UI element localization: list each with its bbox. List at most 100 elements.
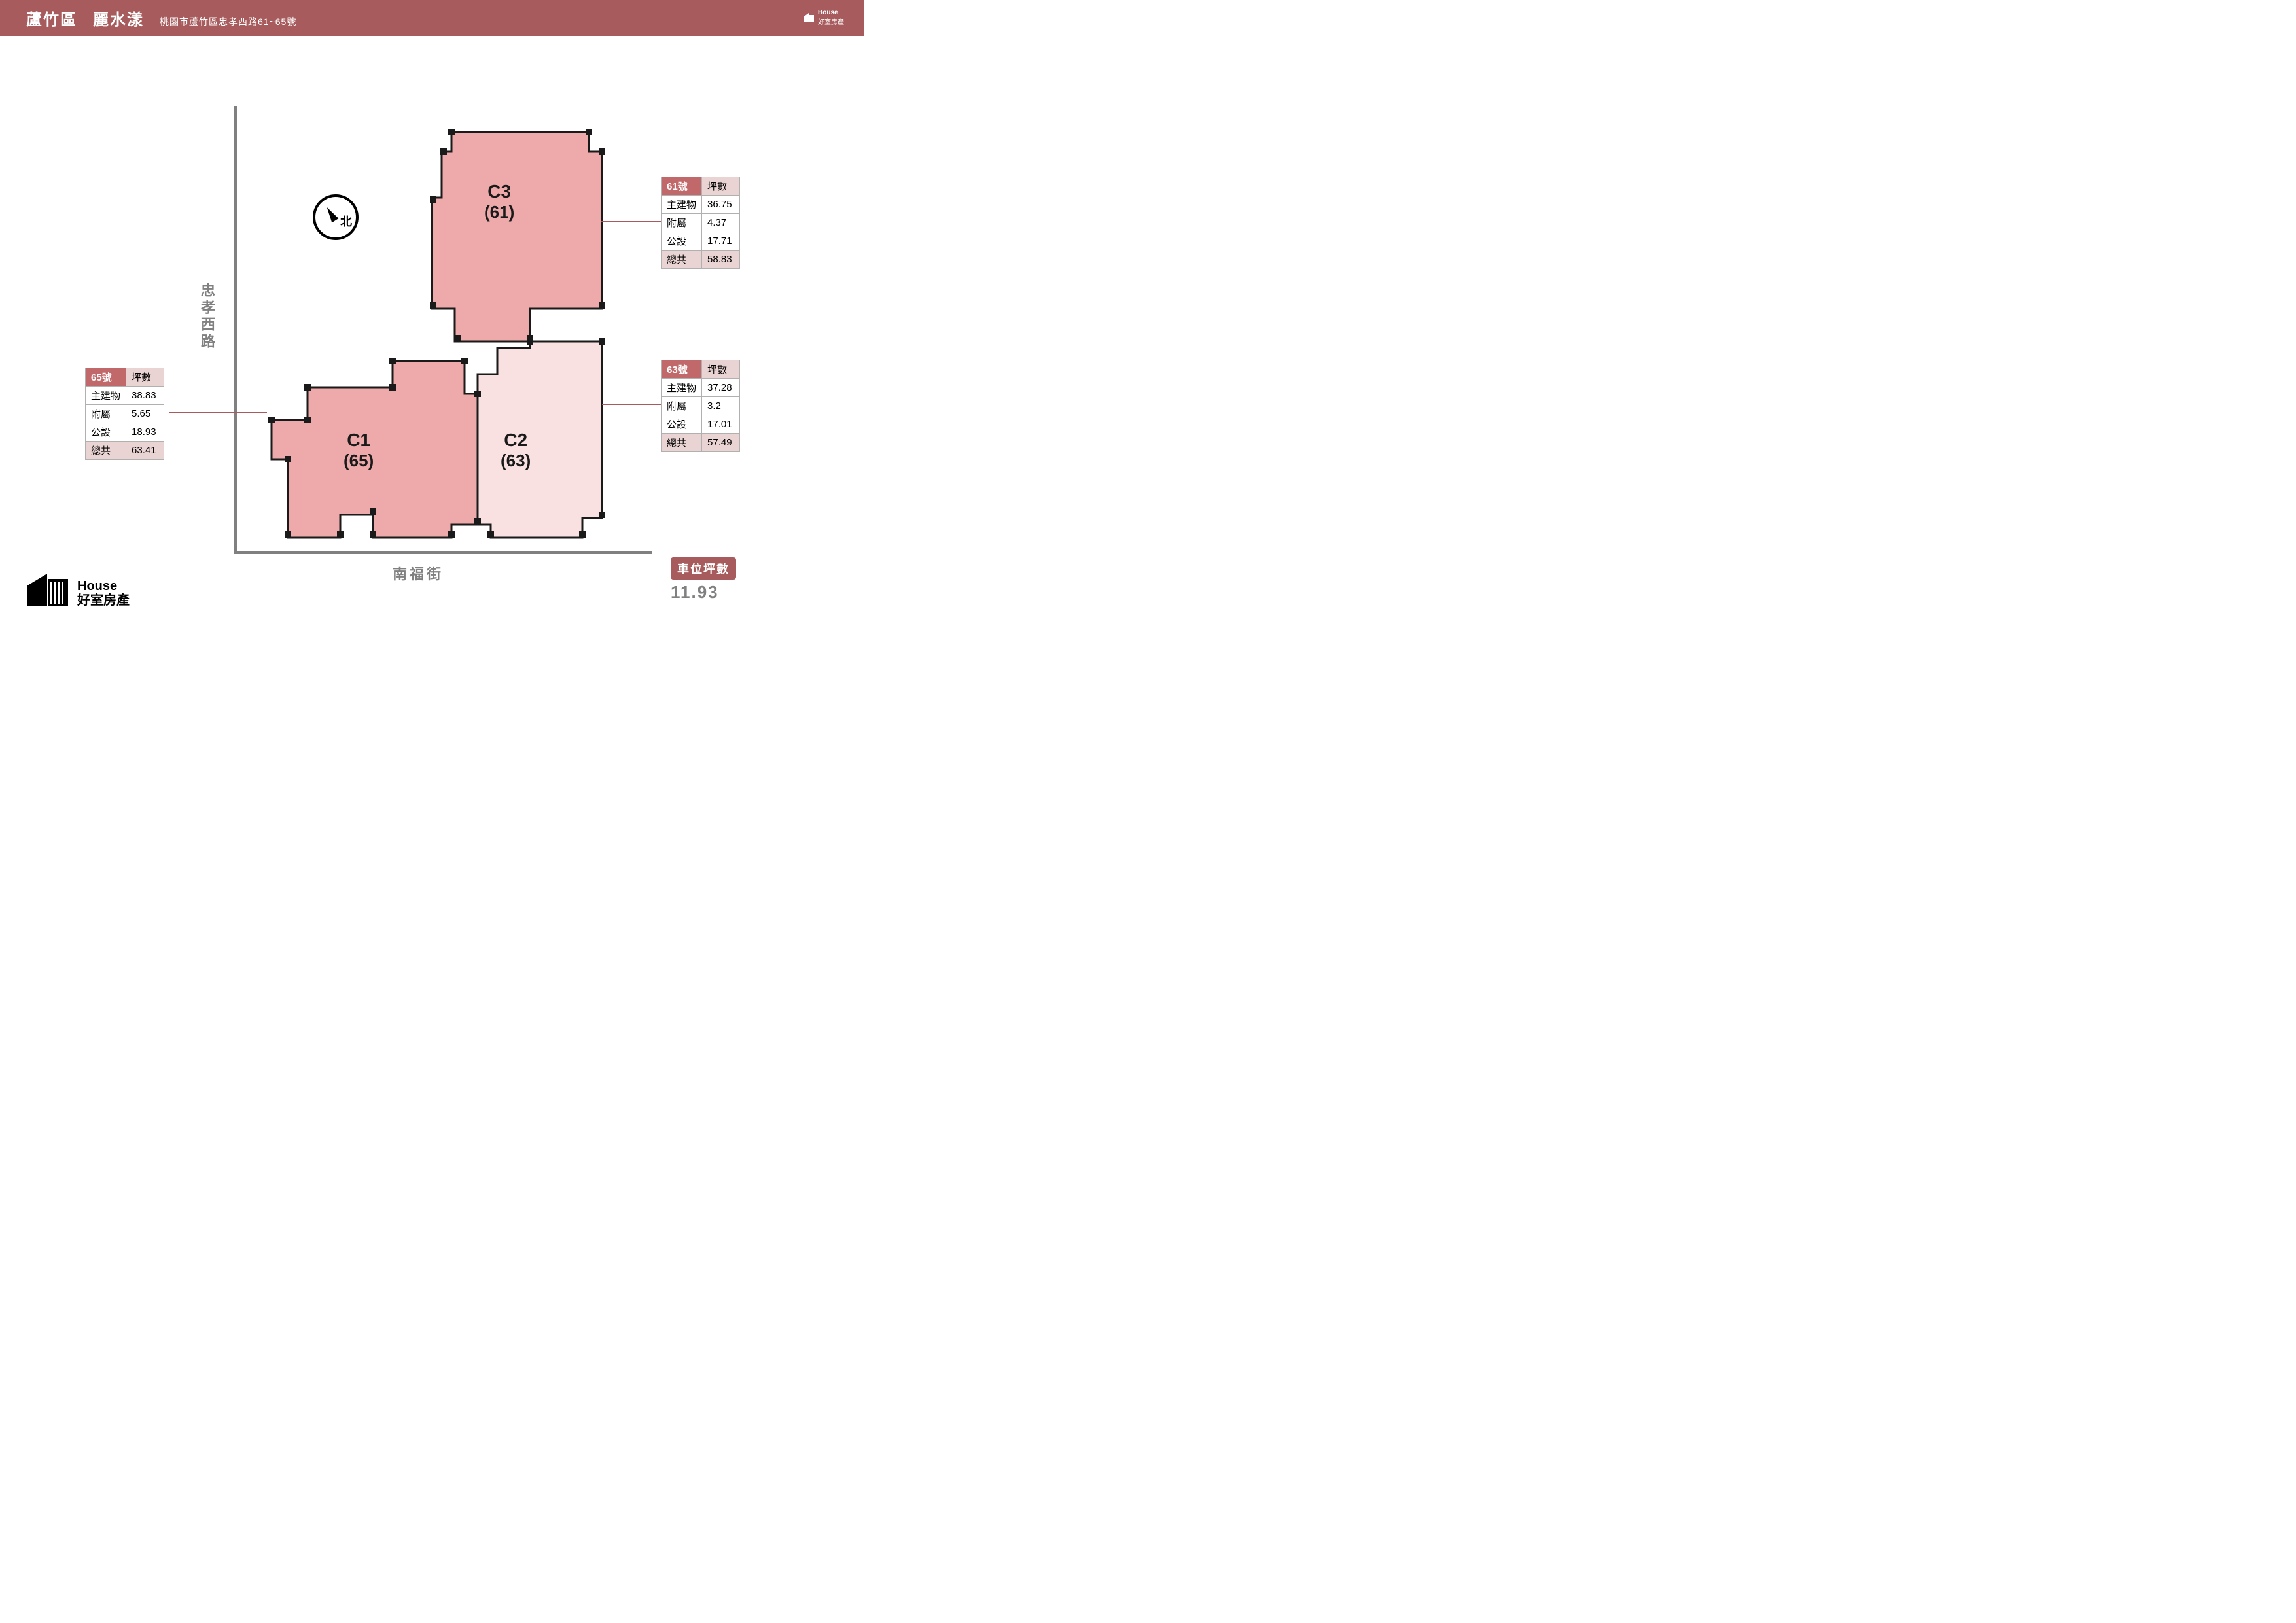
data-table-t65: 65號坪數主建物38.83附屬5.65公設18.93總共63.41 [85,368,164,460]
pillar-icon [586,129,592,135]
logo-large-en: House [77,579,130,593]
row-key: 主建物 [662,196,702,214]
row-val: 17.01 [702,415,740,434]
row-key: 公設 [86,423,126,442]
pillar-icon [389,358,396,364]
header-district: 蘆竹區 [26,7,77,29]
pillar-icon [599,148,605,155]
unit-number: (63) [501,451,531,471]
data-table-t63: 63號坪數主建物37.28附屬3.2公設17.01總共57.49 [661,360,740,452]
pillar-icon [285,456,291,462]
row-key: 附屬 [662,397,702,415]
pillar-icon [527,338,533,345]
row-val: 18.93 [126,423,164,442]
row-val: 5.65 [126,405,164,423]
table-total-row: 總共57.49 [662,434,740,452]
pillar-icon [430,302,436,309]
row-key: 公設 [662,232,702,251]
parking-value: 11.93 [671,582,736,602]
table-row: 附屬4.37 [662,214,740,232]
unit-shape-c3 [432,132,602,341]
canvas: 忠孝西路 南福街 北 C3(61)C1(65)C2(63) 65號坪數主建物38… [0,34,864,610]
leader-line-t61 [601,221,661,222]
total-key: 總共 [662,434,702,452]
row-key: 主建物 [662,379,702,397]
logo-large-zh: 好室房產 [77,593,130,608]
unit-label-c1: C1(65) [344,430,374,471]
unit-code: C1 [344,430,374,451]
total-val: 57.49 [702,434,740,452]
pillar-icon [474,518,481,525]
unit-shape-c2 [478,341,602,538]
total-val: 58.83 [702,251,740,269]
leader-line-t65 [169,412,267,413]
row-key: 附屬 [662,214,702,232]
row-val: 17.71 [702,232,740,251]
total-key: 總共 [662,251,702,269]
pillar-icon [599,512,605,518]
pillar-icon [448,531,455,538]
row-val: 3.2 [702,397,740,415]
axis-vertical [234,106,237,551]
table-unit-no: 61號 [662,177,702,196]
total-key: 總共 [86,442,126,460]
row-val: 37.28 [702,379,740,397]
logo-small-en: House [818,9,844,16]
table-row: 公設17.71 [662,232,740,251]
pillar-icon [370,508,376,515]
row-val: 36.75 [702,196,740,214]
pillar-icon [474,391,481,397]
pillar-icon [285,531,291,538]
parking-label: 車位坪數 [671,557,736,580]
table-ping-header: 坪數 [702,360,740,379]
building-icon [25,571,72,608]
unit-label-c3: C3(61) [484,181,514,222]
pillar-icon [487,531,494,538]
parking-info: 車位坪數 11.93 [671,557,736,602]
logo-large: House 好室房產 [25,571,130,608]
leader-line-t63 [602,404,661,405]
header-bar: 蘆竹區 麗水漾 桃園市蘆竹區忠孝西路61~65號 House 好室房產 [0,0,864,36]
table-total-row: 總共63.41 [86,442,164,460]
pillar-icon [370,531,376,538]
table-row: 附屬3.2 [662,397,740,415]
unit-label-c2: C2(63) [501,430,531,471]
table-row: 主建物38.83 [86,387,164,405]
table-total-row: 總共58.83 [662,251,740,269]
logo-small-zh: 好室房產 [818,16,844,26]
row-key: 主建物 [86,387,126,405]
unit-number: (61) [484,202,514,222]
table-ping-header: 坪數 [702,177,740,196]
floorplan: C3(61) C1(65) C2(63) [262,113,654,544]
pillar-icon [337,531,344,538]
pillar-icon [389,384,396,391]
pillar-icon [304,417,311,423]
total-val: 63.41 [126,442,164,460]
table-row: 公設18.93 [86,423,164,442]
row-key: 附屬 [86,405,126,423]
row-val: 4.37 [702,214,740,232]
pillar-icon [440,148,447,155]
unit-code: C3 [484,181,514,202]
header-address: 桃園市蘆竹區忠孝西路61~65號 [160,15,296,28]
pillar-icon [304,384,311,391]
pillar-icon [599,338,605,345]
row-val: 38.83 [126,387,164,405]
floorplan-svg [262,113,654,570]
pillar-icon [448,129,455,135]
row-key: 公設 [662,415,702,434]
table-unit-no: 63號 [662,360,702,379]
table-row: 主建物37.28 [662,379,740,397]
logo-small: House 好室房產 [804,9,844,26]
data-table-t61: 61號坪數主建物36.75附屬4.37公設17.71總共58.83 [661,177,740,269]
pillar-icon [461,358,468,364]
pillar-icon [455,335,461,341]
table-row: 公設17.01 [662,415,740,434]
table-unit-no: 65號 [86,368,126,387]
unit-code: C2 [501,430,531,451]
pillar-icon [579,531,586,538]
road-label-vertical: 忠孝西路 [196,283,217,351]
table-row: 主建物36.75 [662,196,740,214]
unit-number: (65) [344,451,374,471]
table-ping-header: 坪數 [126,368,164,387]
